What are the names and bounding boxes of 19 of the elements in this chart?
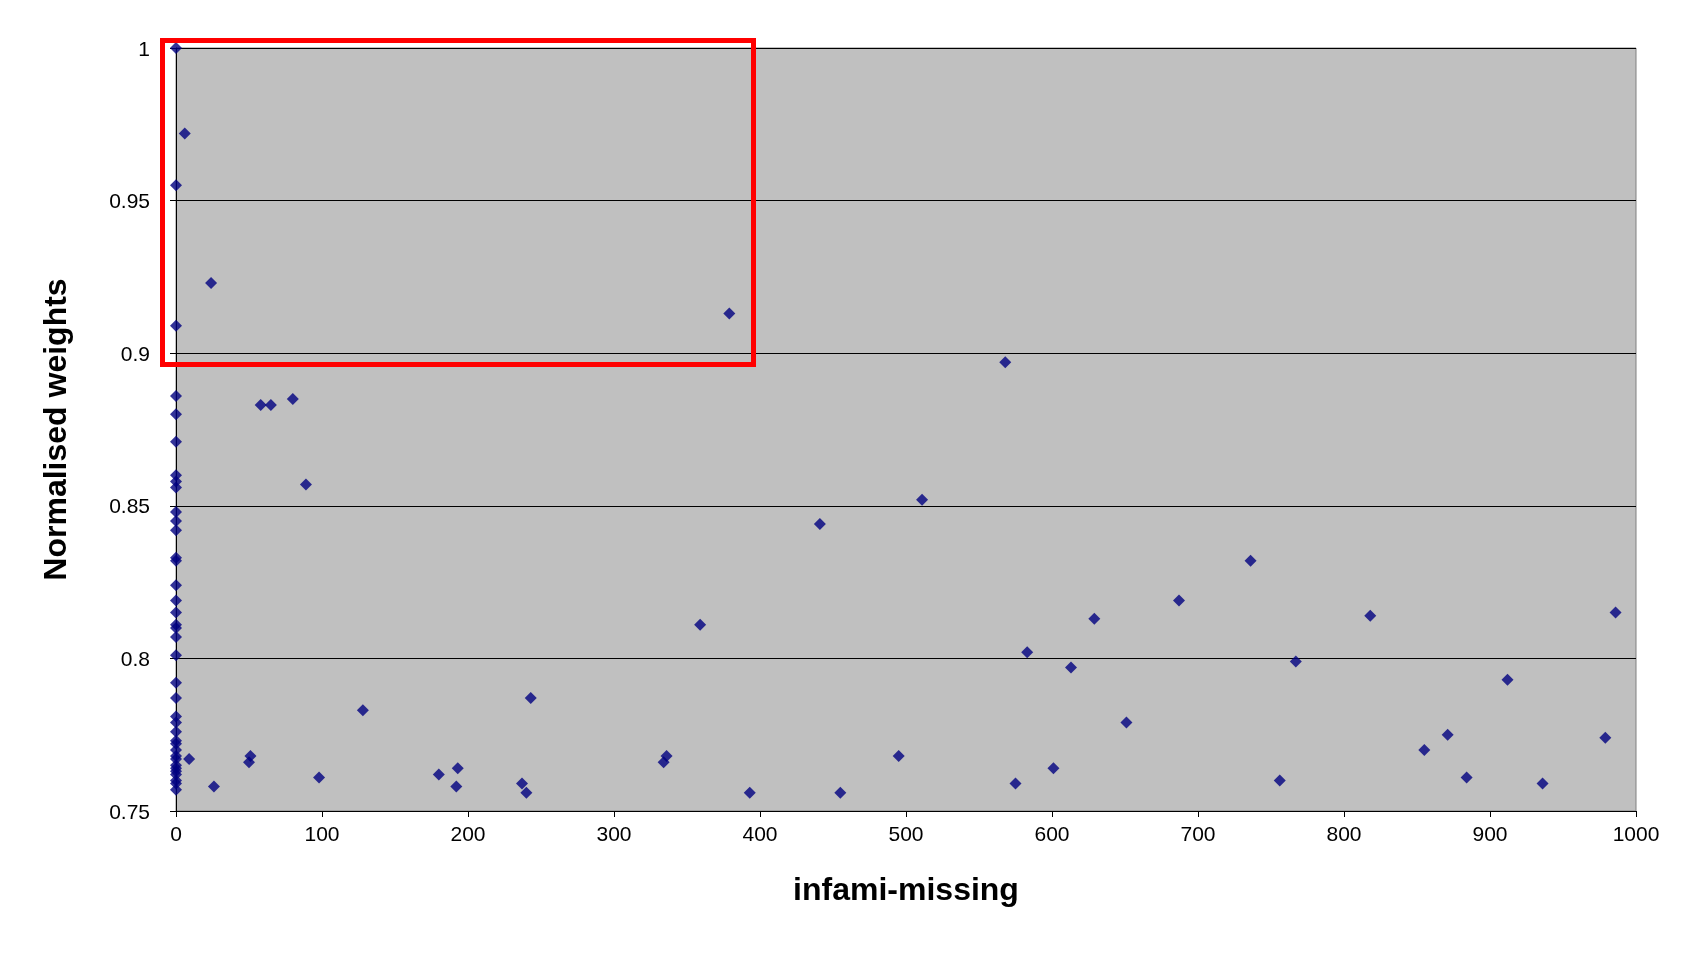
x-axis-title: infami-missing bbox=[793, 871, 1019, 907]
x-tick-label: 900 bbox=[1472, 822, 1508, 845]
x-tick-label: 100 bbox=[304, 822, 340, 845]
x-tick-label: 0 bbox=[170, 822, 182, 845]
y-tick-label: 0.9 bbox=[120, 341, 150, 365]
y-axis-title: Normalised weights bbox=[37, 278, 73, 581]
x-tick-label: 600 bbox=[1034, 822, 1070, 845]
y-tick-label: 1 bbox=[138, 36, 150, 60]
y-tick-label: 0.85 bbox=[109, 494, 150, 518]
x-tick-label: 1000 bbox=[1612, 822, 1660, 845]
x-tick-label: 300 bbox=[596, 822, 632, 845]
x-tick-label: 700 bbox=[1180, 822, 1216, 845]
y-tick-label: 0.8 bbox=[120, 646, 150, 670]
x-tick-label: 200 bbox=[450, 822, 486, 845]
x-tick-label: 800 bbox=[1326, 822, 1362, 845]
x-tick-label: 500 bbox=[888, 822, 924, 845]
y-tick-label: 0.95 bbox=[109, 189, 150, 213]
y-tick-label: 0.75 bbox=[109, 799, 150, 823]
x-tick-label: 400 bbox=[742, 822, 778, 845]
